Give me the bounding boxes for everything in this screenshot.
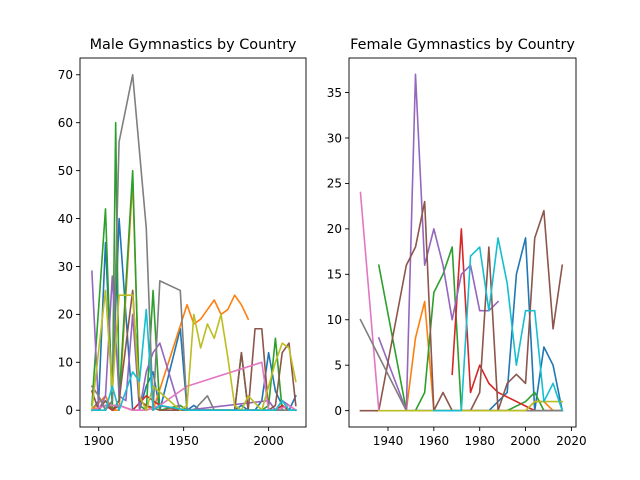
x-tick-label: 2000 xyxy=(253,434,284,448)
series-line-9 xyxy=(378,400,564,412)
plot-frame xyxy=(79,57,307,428)
series-line-2 xyxy=(90,179,250,412)
series-line-10 xyxy=(433,237,564,412)
chart-title: Male Gymnastics by Country xyxy=(90,37,297,53)
x-tick-label: 1960 xyxy=(419,434,450,448)
y-tick-label: 35 xyxy=(327,86,342,100)
series-line-6 xyxy=(359,200,564,412)
y-tick-label: 40 xyxy=(58,212,73,226)
y-tick-label: 10 xyxy=(58,356,73,370)
x-tick-label: 1900 xyxy=(83,434,114,448)
series-line-10 xyxy=(91,308,297,412)
y-tick-label: 30 xyxy=(327,131,342,145)
series-line-9 xyxy=(91,289,297,412)
y-tick-label: 15 xyxy=(327,268,342,282)
female-gymnastics-chart: Female Gymnastics by Country 1940 1960 198… xyxy=(327,37,587,448)
y-tick-label: 50 xyxy=(58,164,73,178)
male-gymnastics-chart: Male Gymnastics by Country 1900 1950 2000 0… xyxy=(58,37,307,448)
x-tick-label: 1950 xyxy=(168,434,199,448)
x-tick-label: 1980 xyxy=(464,434,495,448)
x-tick-label: 2000 xyxy=(510,434,541,448)
y-tick-label: 5 xyxy=(334,358,342,372)
y-tick-label: 30 xyxy=(58,260,73,274)
y-tick-label: 0 xyxy=(65,404,73,418)
plot-frame xyxy=(348,57,577,428)
y-tick-label: 25 xyxy=(327,177,342,191)
y-tick-label: 10 xyxy=(327,313,342,327)
series-group xyxy=(90,73,297,412)
x-tick-label: 1940 xyxy=(373,434,404,448)
x-tick-label: 2020 xyxy=(556,434,587,448)
y-tick-label: 20 xyxy=(58,308,73,322)
series-group xyxy=(359,73,564,412)
y-tick-label: 20 xyxy=(327,222,342,236)
y-tick-label: 70 xyxy=(58,68,73,82)
chart-title: Female Gymnastics by Country xyxy=(350,37,575,53)
y-tick-label: 60 xyxy=(58,116,73,130)
series-line-7 xyxy=(359,191,380,412)
series-line-1 xyxy=(90,217,297,412)
y-tick-label: 0 xyxy=(334,404,342,418)
series-line-5 xyxy=(377,73,500,412)
